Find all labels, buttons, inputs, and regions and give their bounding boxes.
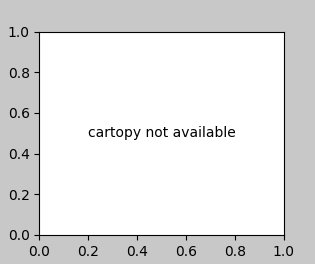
Text: cartopy not available: cartopy not available <box>88 126 235 140</box>
